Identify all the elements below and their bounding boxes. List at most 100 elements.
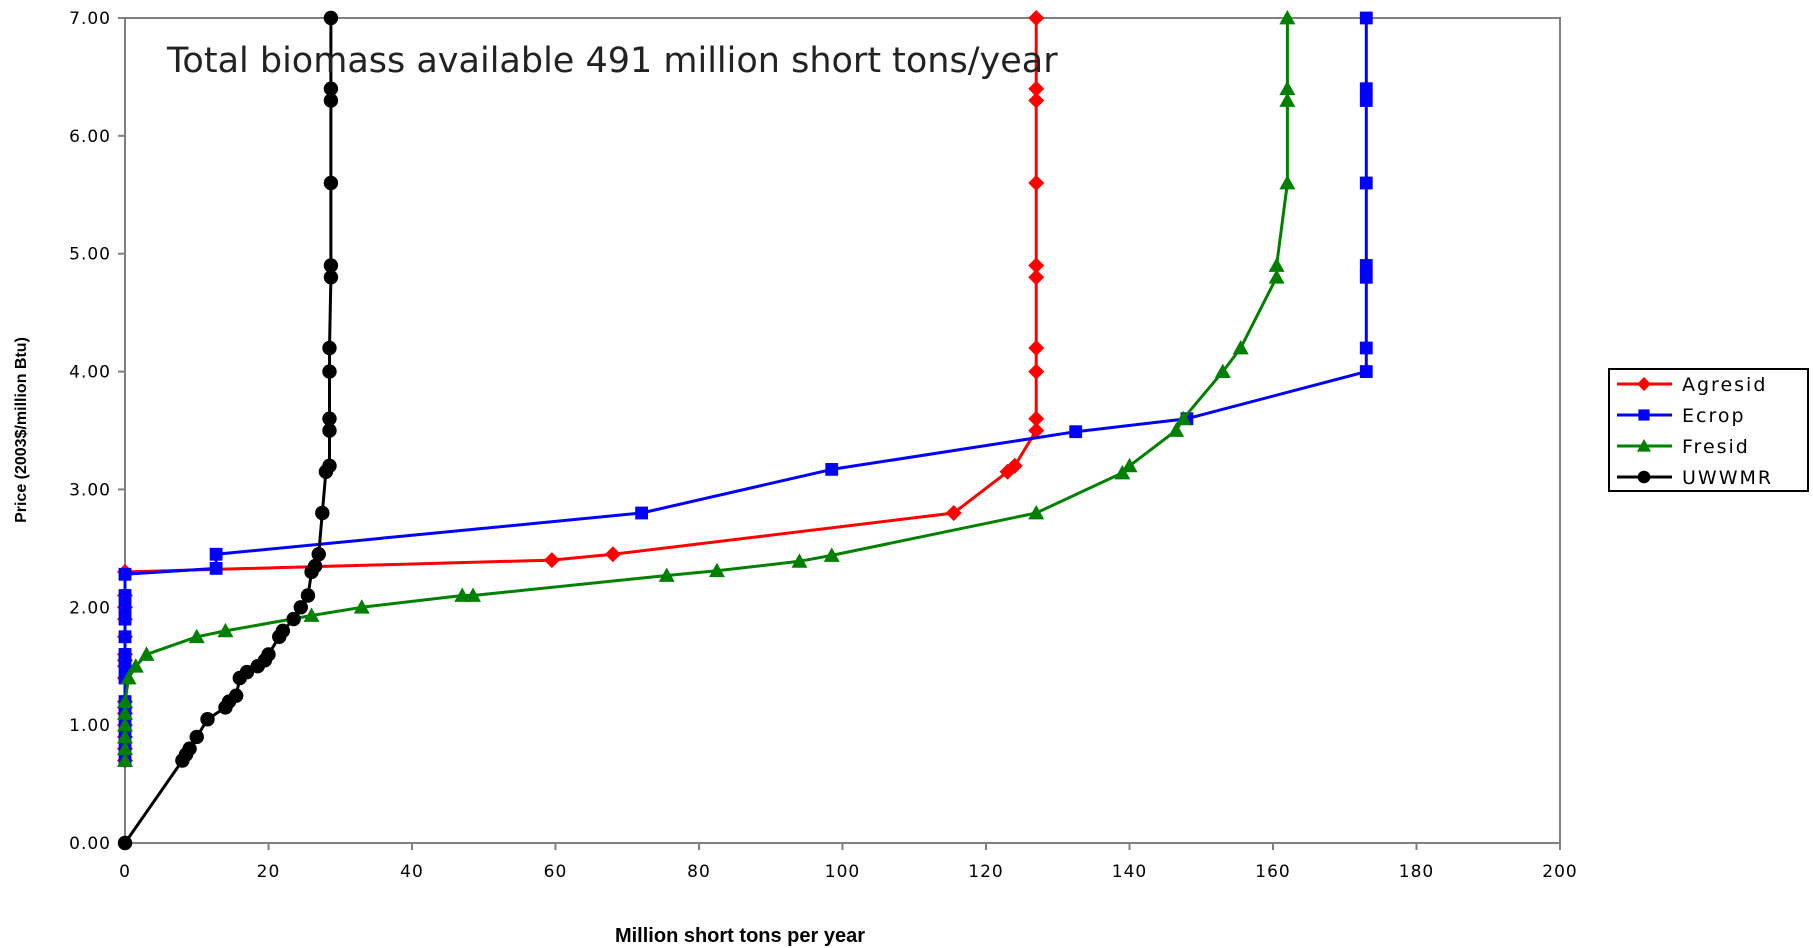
data-point-fresid — [791, 553, 808, 568]
data-point-uwwmr — [322, 458, 337, 474]
data-point-fresid — [303, 607, 320, 622]
x-tick-label: 140 — [1112, 862, 1147, 882]
data-point-fresid — [1279, 80, 1296, 96]
y-tick-label: 6.00 — [69, 127, 111, 147]
data-point-agresid — [1028, 340, 1045, 356]
data-point-fresid — [117, 717, 133, 732]
data-point-ecrop — [825, 462, 839, 476]
x-tick-label: 0 — [119, 862, 131, 882]
data-point-uwwmr — [322, 364, 337, 379]
legend-item-uwwmr: UWWMR — [1617, 467, 1773, 489]
data-point-uwwmr — [307, 558, 323, 574]
data-point-uwwmr — [200, 712, 215, 727]
data-point-fresid — [658, 567, 675, 582]
data-point-fresid — [127, 658, 144, 673]
legend-item-agresid: Agresid — [1617, 374, 1767, 396]
data-point-fresid — [353, 599, 370, 614]
data-point-fresid — [1279, 175, 1296, 190]
data-point-fresid — [1175, 410, 1192, 426]
data-point-fresid — [1121, 457, 1138, 473]
data-point-agresid — [1028, 269, 1045, 286]
y-tick-label: 2.00 — [69, 598, 111, 618]
data-point-fresid — [1268, 269, 1285, 284]
y-tick-label: 3.00 — [69, 480, 111, 500]
data-point-ecrop — [635, 506, 648, 520]
data-point-agresid — [1006, 457, 1023, 474]
data-point-fresid — [117, 728, 133, 744]
data-point-ecrop — [1359, 11, 1373, 25]
data-point-fresid — [1028, 505, 1045, 520]
data-point-uwwmr — [229, 688, 244, 703]
y-axis-title: Price (2003$/million Btu) — [13, 337, 30, 523]
x-tick-label: 180 — [1399, 862, 1434, 882]
data-point-ecrop — [118, 600, 132, 614]
legend-label-ecrop: Ecrop — [1682, 405, 1746, 427]
data-point-fresid — [1168, 422, 1185, 437]
data-point-uwwmr — [323, 258, 339, 273]
y-tick-label: 5.00 — [69, 245, 111, 265]
data-point-ecrop — [1359, 176, 1373, 190]
data-point-fresid — [217, 622, 234, 638]
data-point-agresid — [1028, 410, 1045, 427]
data-point-ecrop — [1359, 259, 1373, 272]
data-point-uwwmr — [322, 340, 337, 356]
y-tick-label: 4.00 — [69, 363, 111, 383]
data-point-uwwmr — [117, 835, 133, 851]
data-point-fresid — [120, 670, 137, 685]
data-point-uwwmr — [239, 664, 255, 680]
data-point-uwwmr — [323, 270, 339, 285]
data-point-agresid — [1028, 363, 1045, 380]
data-point-ecrop — [118, 589, 132, 602]
series-fresid — [117, 10, 1296, 767]
series-ecrop — [118, 11, 1373, 767]
axes: 0 20 40 60 80 100 120 140 160 180 200 0.00 1.00 2.00 3… — [69, 9, 1577, 882]
data-point-fresid — [117, 693, 133, 708]
data-point-ecrop — [209, 547, 223, 561]
data-point-ecrop — [1359, 94, 1373, 107]
data-point-ecrop — [118, 612, 132, 626]
data-point-fresid — [464, 587, 481, 602]
data-point-fresid — [1279, 92, 1296, 107]
data-point-uwwmr — [286, 611, 301, 627]
legend-marker-agresid — [1637, 377, 1651, 391]
x-axis-title: Million short tons per year — [615, 925, 865, 947]
data-point-uwwmr — [322, 423, 337, 438]
data-point-agresid — [1028, 80, 1045, 97]
data-point-ecrop — [209, 561, 223, 575]
x-tick-label: 120 — [968, 862, 1003, 882]
data-point-uwwmr — [300, 588, 316, 603]
legend-item-fresid: Fresid — [1617, 436, 1748, 458]
legend-box — [1608, 368, 1809, 492]
data-point-uwwmr — [323, 10, 339, 26]
legend-label-agresid: Agresid — [1682, 374, 1767, 396]
data-point-fresid — [823, 547, 840, 562]
chart-annotation: Total biomass available 491 million shor… — [166, 41, 1058, 81]
data-point-fresid — [1279, 10, 1296, 25]
data-point-agresid — [1028, 257, 1045, 274]
x-tick-label: 60 — [544, 862, 568, 882]
data-point-fresid — [138, 646, 155, 661]
data-point-fresid — [1214, 363, 1231, 378]
data-point-fresid — [1232, 340, 1249, 355]
data-point-ecrop — [1359, 365, 1373, 378]
x-tick-label: 200 — [1542, 862, 1577, 882]
legend-marker-fresid — [1637, 439, 1651, 452]
data-point-uwwmr — [261, 647, 276, 662]
y-tick-label: 7.00 — [69, 9, 111, 29]
series-uwwmr — [117, 10, 339, 851]
legend-label-uwwmr: UWWMR — [1682, 467, 1773, 489]
series-layer — [117, 10, 1373, 851]
data-point-fresid — [1268, 257, 1285, 272]
data-point-agresid — [543, 552, 560, 569]
x-tick-label: 20 — [257, 862, 281, 882]
data-point-agresid — [1028, 10, 1045, 26]
data-point-uwwmr — [275, 623, 291, 639]
data-point-fresid — [188, 628, 205, 644]
data-point-ecrop — [118, 567, 132, 581]
data-point-ecrop — [1069, 425, 1083, 439]
data-point-agresid — [1028, 92, 1045, 109]
data-point-fresid — [117, 705, 133, 720]
legend-marker-uwwmr — [1637, 470, 1651, 484]
y-tick-label: 0.00 — [69, 834, 111, 854]
